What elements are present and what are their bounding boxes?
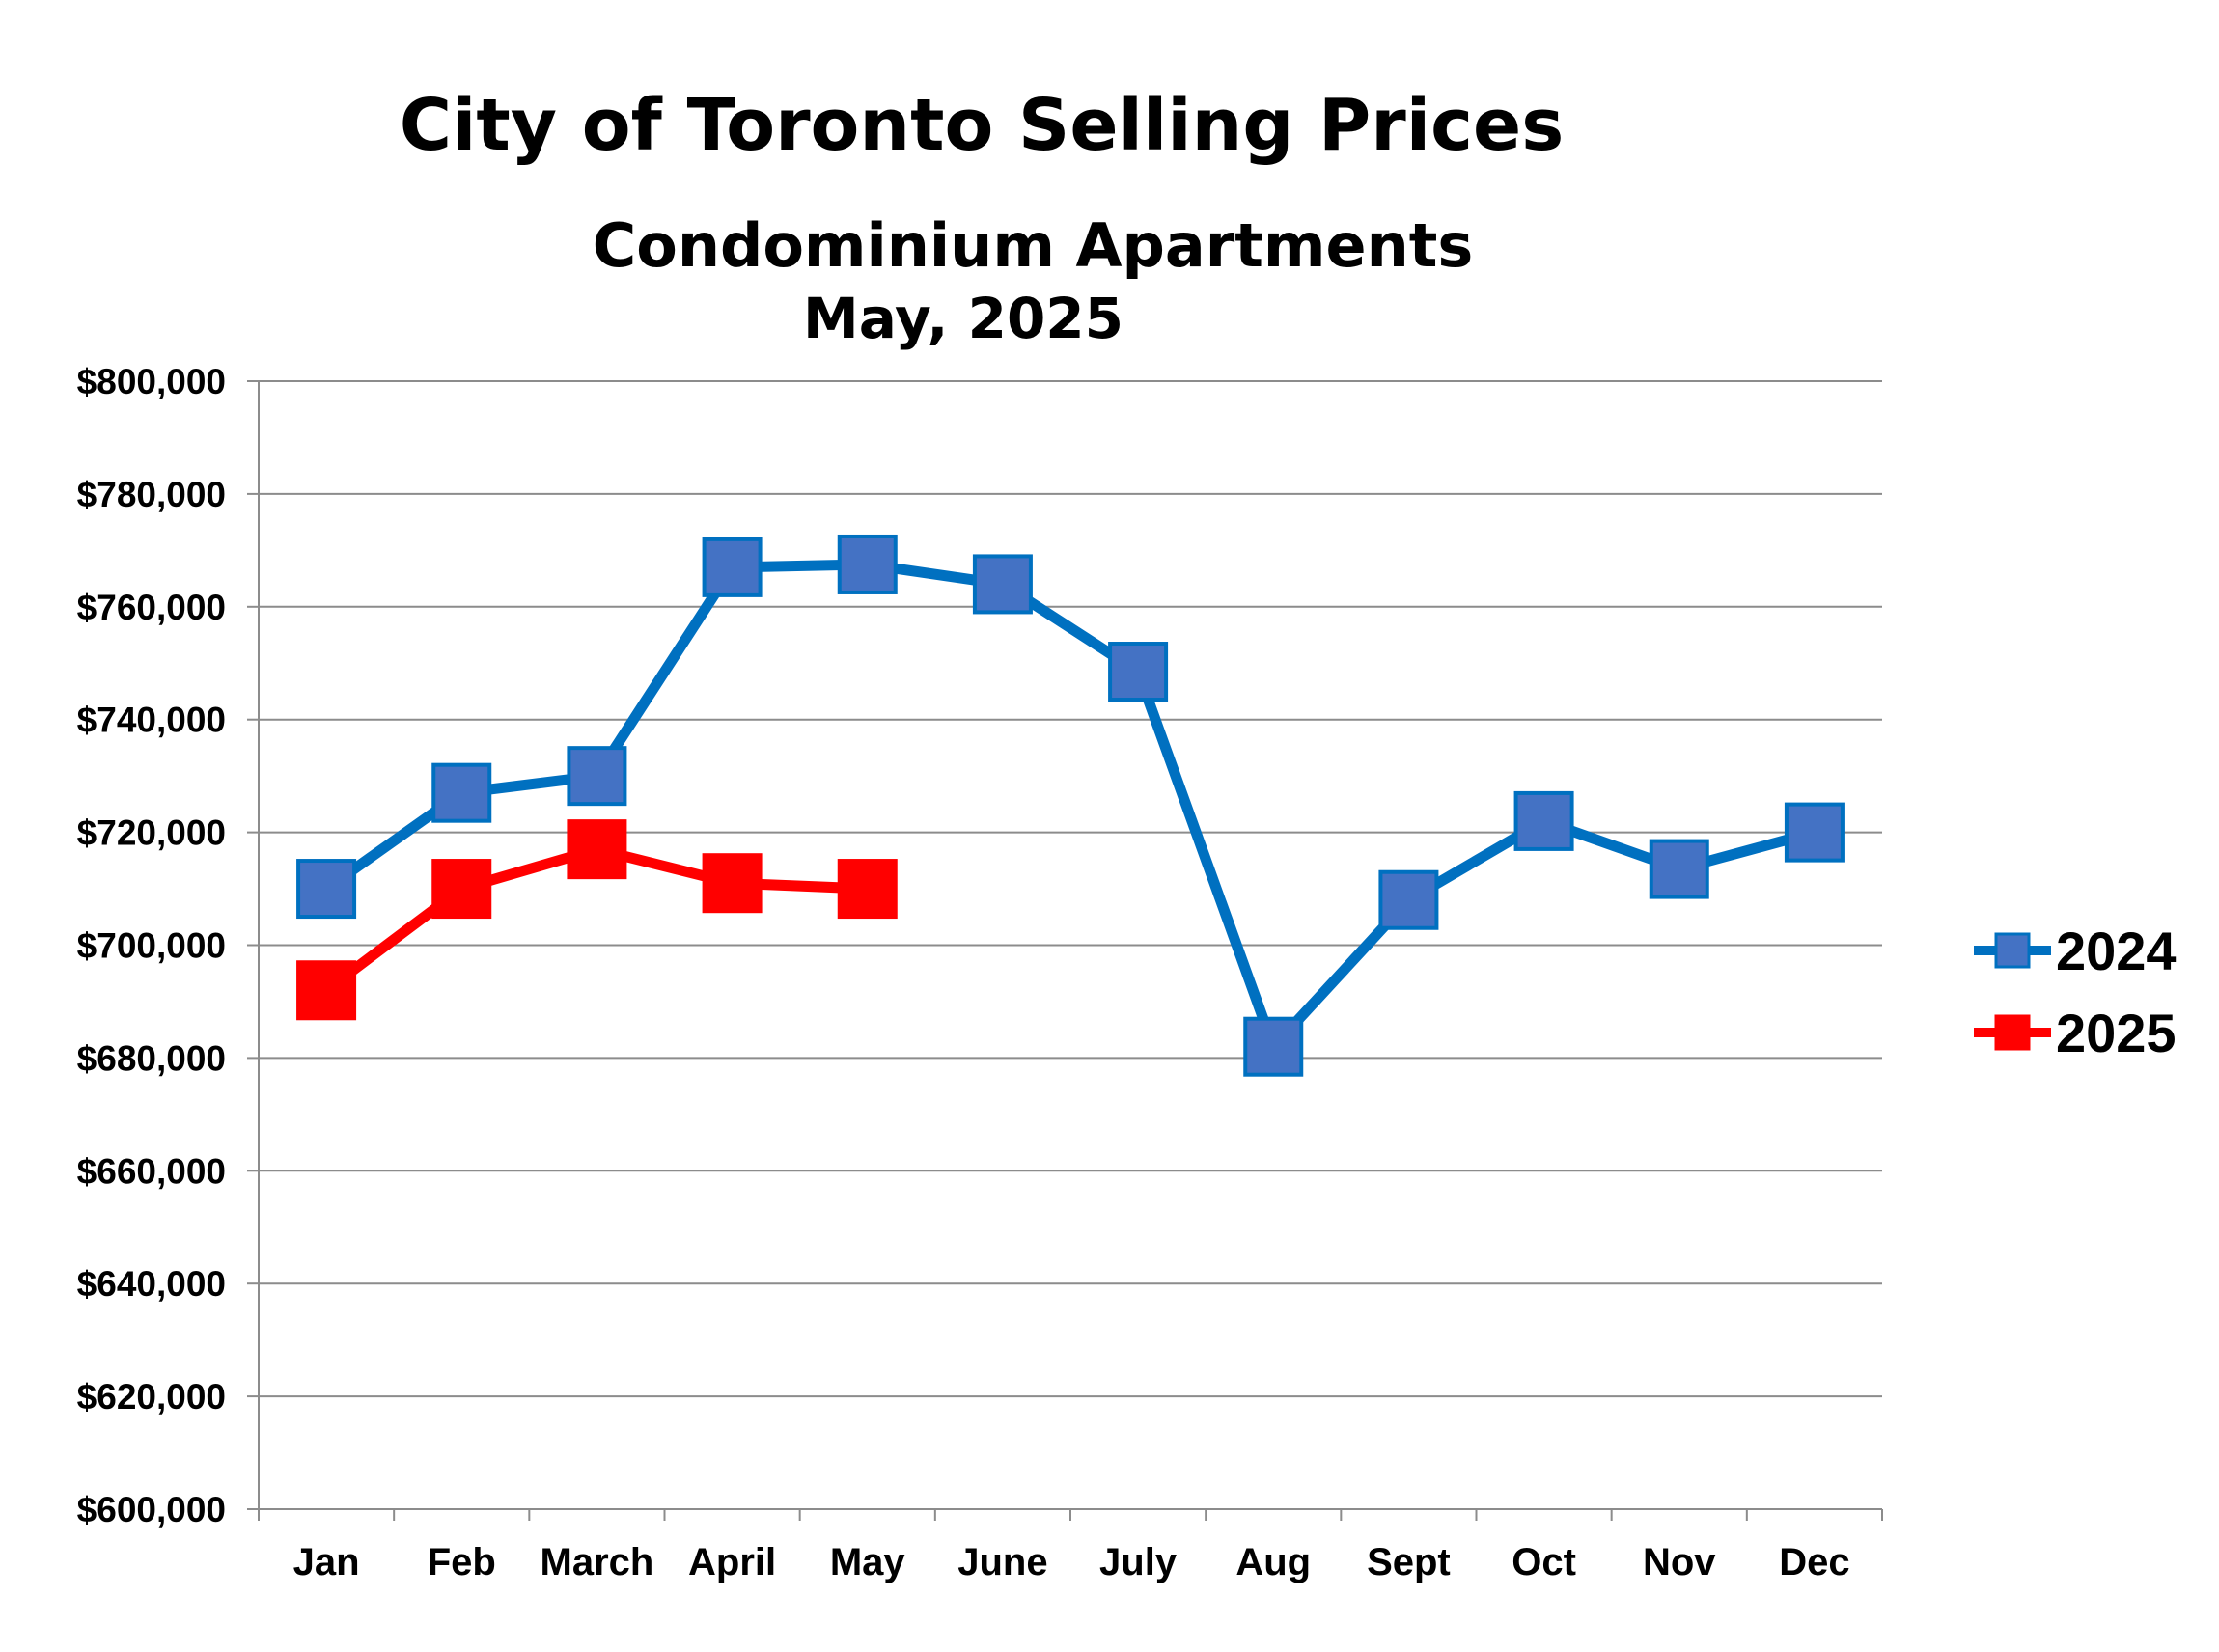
data-point	[567, 819, 627, 880]
series-2024	[296, 534, 1845, 1077]
y-tick-label: $700,000	[77, 926, 226, 966]
x-tick-label: April	[688, 1541, 776, 1583]
data-point	[431, 859, 492, 920]
legend-swatch-marker	[1994, 932, 2031, 969]
data-point	[1513, 790, 1574, 851]
x-tick-label: Dec	[1779, 1541, 1849, 1583]
data-point	[1378, 869, 1439, 930]
data-point	[1243, 1016, 1304, 1077]
axes	[247, 380, 1883, 1521]
x-tick-label: July	[1099, 1541, 1178, 1583]
y-tick-label: $740,000	[77, 701, 226, 740]
y-tick-label: $780,000	[77, 475, 226, 514]
x-tick-label: Sept	[1367, 1541, 1451, 1583]
x-tick-label: Jan	[293, 1541, 360, 1583]
legend-label: 2025	[2056, 1003, 2177, 1063]
chart-title: City of Toronto Selling Prices	[400, 84, 1565, 167]
y-tick-label: $720,000	[77, 813, 226, 853]
y-tick-label: $600,000	[77, 1490, 226, 1529]
series-line	[322, 559, 1817, 1053]
data-point	[1649, 839, 1709, 899]
data-point	[702, 537, 763, 597]
gridlines	[259, 380, 1882, 1510]
legend: 2024 2025	[1974, 921, 2177, 1063]
y-axis-tick-labels: $600,000 $620,000 $640,000 $660,000 $680,000…	[77, 362, 226, 1529]
x-tick-label: Nov	[1643, 1541, 1716, 1583]
data-point	[1784, 802, 1845, 863]
x-tick-label: Oct	[1512, 1541, 1576, 1583]
legend-item: 2024	[1974, 921, 2177, 981]
legend-label: 2024	[2056, 921, 2177, 981]
data-point	[296, 859, 357, 920]
x-tick-label: March	[541, 1541, 654, 1583]
legend-item: 2025	[1974, 1003, 2177, 1063]
x-tick-label: Feb	[428, 1541, 496, 1583]
series-2025	[296, 819, 898, 1021]
legend-swatch-marker	[1994, 1014, 2031, 1051]
data-point	[837, 859, 898, 920]
y-tick-label: $800,000	[77, 362, 226, 401]
data-point	[567, 746, 627, 807]
data-point	[431, 762, 492, 823]
data-series	[296, 534, 1845, 1077]
y-tick-label: $640,000	[77, 1264, 226, 1304]
x-tick-label: Aug	[1235, 1541, 1311, 1583]
y-tick-label: $620,000	[77, 1377, 226, 1417]
x-tick-label: May	[830, 1541, 906, 1583]
data-point	[702, 853, 763, 914]
x-axis-tick-labels: Jan Feb March April May June July Aug Sept Oct Nov…	[293, 1541, 1850, 1583]
chart-subtitle: Condominium Apartments	[593, 210, 1474, 281]
data-point	[296, 960, 357, 1021]
y-tick-label: $680,000	[77, 1038, 226, 1078]
data-point	[1108, 642, 1169, 702]
y-tick-label: $660,000	[77, 1151, 226, 1191]
y-tick-label: $760,000	[77, 588, 226, 627]
x-tick-label: June	[957, 1541, 1047, 1583]
data-point	[837, 534, 898, 594]
data-point	[972, 554, 1033, 615]
chart-subtitle-date: May, 2025	[803, 286, 1123, 351]
